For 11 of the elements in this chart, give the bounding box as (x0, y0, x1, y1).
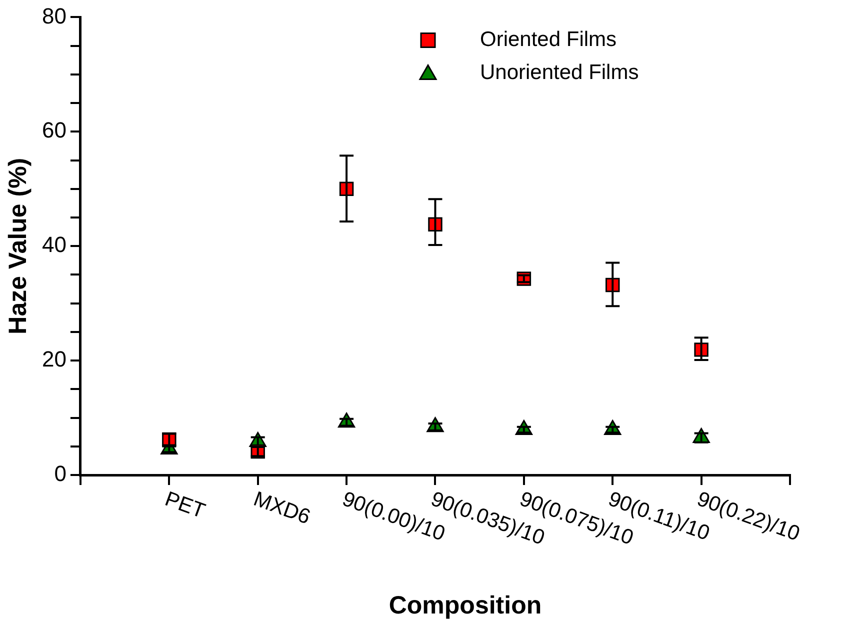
x-tick-label: MXD6 (250, 487, 314, 529)
y-tick-label: 40 (42, 232, 66, 258)
x-axis-title: Composition (388, 591, 542, 620)
legend-label: Unoriented Films (480, 60, 639, 84)
y-tick-label: 80 (42, 3, 66, 28)
x-tick-label: PET (162, 487, 208, 524)
y-axis-title: Haze Value (%) (4, 158, 32, 334)
y-tick-label: 0 (54, 461, 66, 486)
legend-label: Oriented Films (480, 28, 617, 51)
y-tick-label: 60 (42, 118, 66, 143)
y-tick-label: 20 (42, 346, 66, 372)
